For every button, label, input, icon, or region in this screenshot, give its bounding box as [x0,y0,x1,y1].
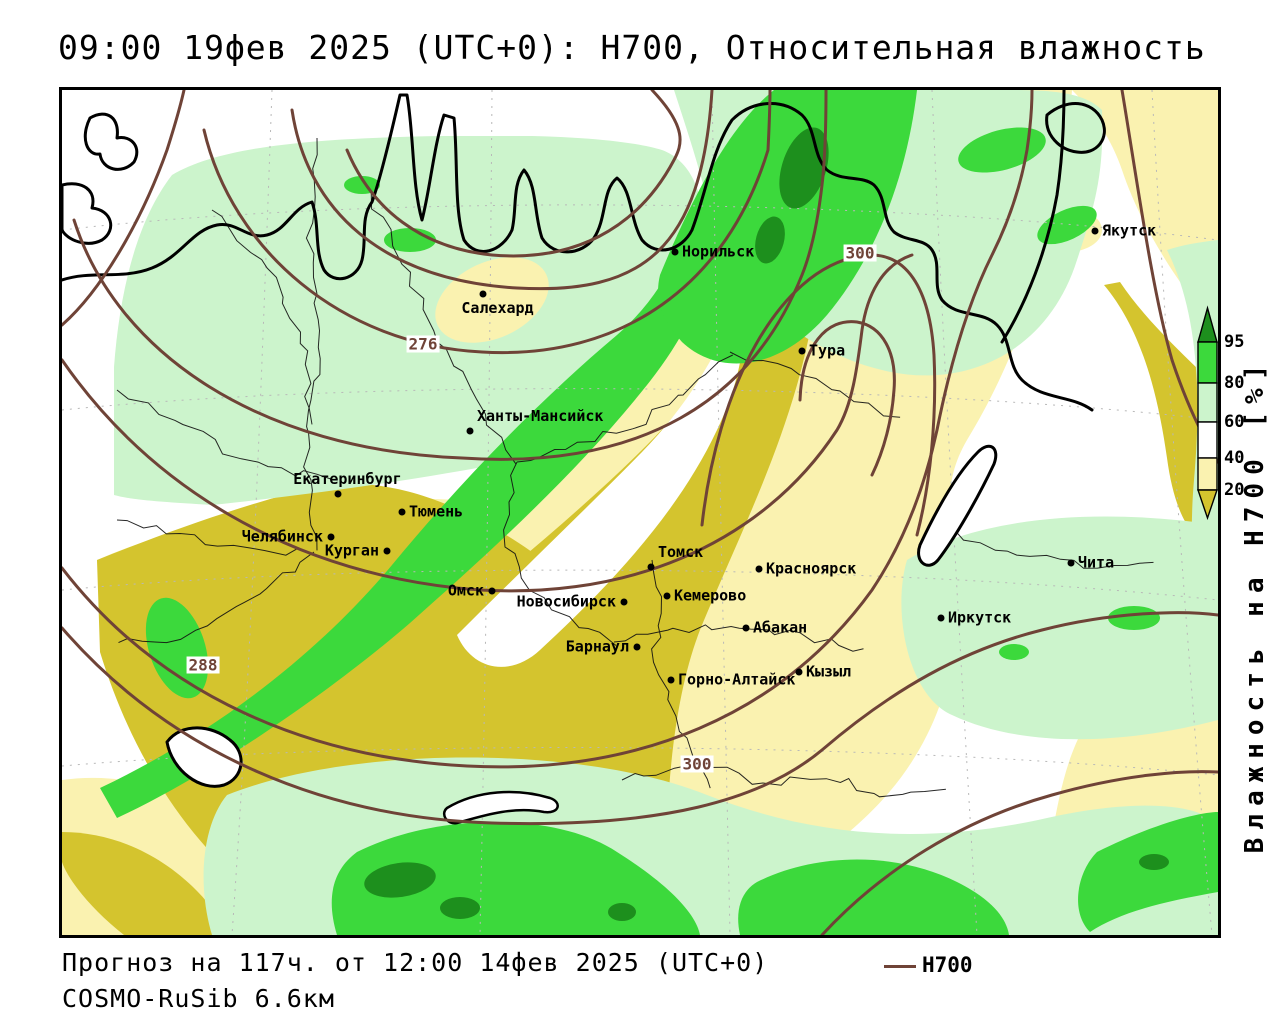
contour-label-layer: 276 288 300 300 [62,90,1218,935]
city-label: Новосибирск [516,592,616,611]
admin-border-line [211,209,313,425]
city-label: Горно-Алтайск [678,670,796,689]
city-label: Якутск [1102,221,1157,240]
colorbar-tick-label: 80 [1224,373,1245,393]
city-label: Тюмень [409,502,464,521]
city-label: Барнаул [565,637,629,656]
city-dot [383,547,391,555]
admin-border-line [516,354,734,463]
city-dot [755,565,763,573]
city-label: Норильск [682,242,755,261]
contour-label: 300 [680,754,714,774]
city-label: Абакан [753,618,808,637]
city-label: Челябинск [241,527,323,546]
admin-borders [116,137,1154,798]
colorbar-tick-label: 60 [1224,412,1245,432]
domain-edge-top [62,90,662,136]
colorbar-tick-label: 95 [1224,332,1245,352]
contour-legend-label: H700 [922,953,973,977]
colorbar [1197,305,1218,521]
city-dot [663,592,671,600]
city-dot [1067,559,1075,567]
humidity-fill-bright-green [100,90,1218,935]
model-info: COSMO-RuSib 6.6км [62,984,335,1013]
city-dot [334,490,342,498]
city-label: Салехард [461,299,534,317]
city-label: Курган [324,541,379,560]
city-dot [488,587,496,595]
map-panel: 276 288 300 300 Норильск Салехард Тура Якутск Х… [59,87,1270,938]
page-title: 09:00 19фев 2025 (UTC+0): H700, Относите… [58,28,1206,67]
colorbar-tick-label: 40 [1224,448,1245,468]
contour-label: 276 [406,334,440,354]
admin-border-line [116,389,334,481]
admin-border-line [116,519,315,556]
city-dot [620,598,628,606]
city-dot [795,668,803,676]
coastline [62,90,1106,825]
city-dot [466,427,474,435]
humidity-fill-salekhard-patch [435,257,549,343]
admin-border-line [118,551,315,644]
admin-border-line [361,179,517,465]
city-label: Томск [658,543,704,561]
contour-label: 300 [843,243,877,263]
city-dot [667,676,675,684]
admin-border-line [613,624,864,652]
city-label: Кемерово [674,586,747,605]
forecast-info: Прогноз на 117ч. от 12:00 14фев 2025 (UT… [62,948,769,977]
domain-edge-left [62,90,114,520]
contour-legend-line-icon [884,965,916,968]
city-dot [327,533,335,541]
city-label: Кызыл [806,662,852,681]
city-dot [742,624,750,632]
city-dot [647,563,655,571]
city-label: Омск [447,581,484,600]
admin-border-line [621,764,946,798]
city-dot [937,614,945,622]
colorbar-axis-title: Влажность на H700 [%] [1240,356,1270,854]
city-dot [798,347,806,355]
contour-label: 288 [186,655,220,675]
city-label: Красноярск [766,559,857,578]
city-dot [398,508,406,516]
humidity-fill-white-corridor [457,305,743,667]
city-dot [671,248,679,256]
admin-border-line [503,461,617,646]
admin-border-line [941,529,1154,569]
city-label: Чита [1078,553,1115,572]
city-layer: Норильск Салехард Тура Якутск Ханты-Мансийск… [62,90,1218,935]
h700-contours [62,90,1218,935]
city-dot [633,643,641,651]
map-graphics [62,90,1218,935]
city-label: Тура [809,341,846,360]
city-dot [1091,227,1099,235]
city-label: Иркутск [948,608,1012,627]
city-dot [479,290,487,298]
colorbar-tick-label: 20 [1224,480,1245,500]
city-label: Ханты-Мансийск [477,407,604,425]
city-label: Екатеринбург [293,470,402,488]
admin-border-line [729,351,901,418]
